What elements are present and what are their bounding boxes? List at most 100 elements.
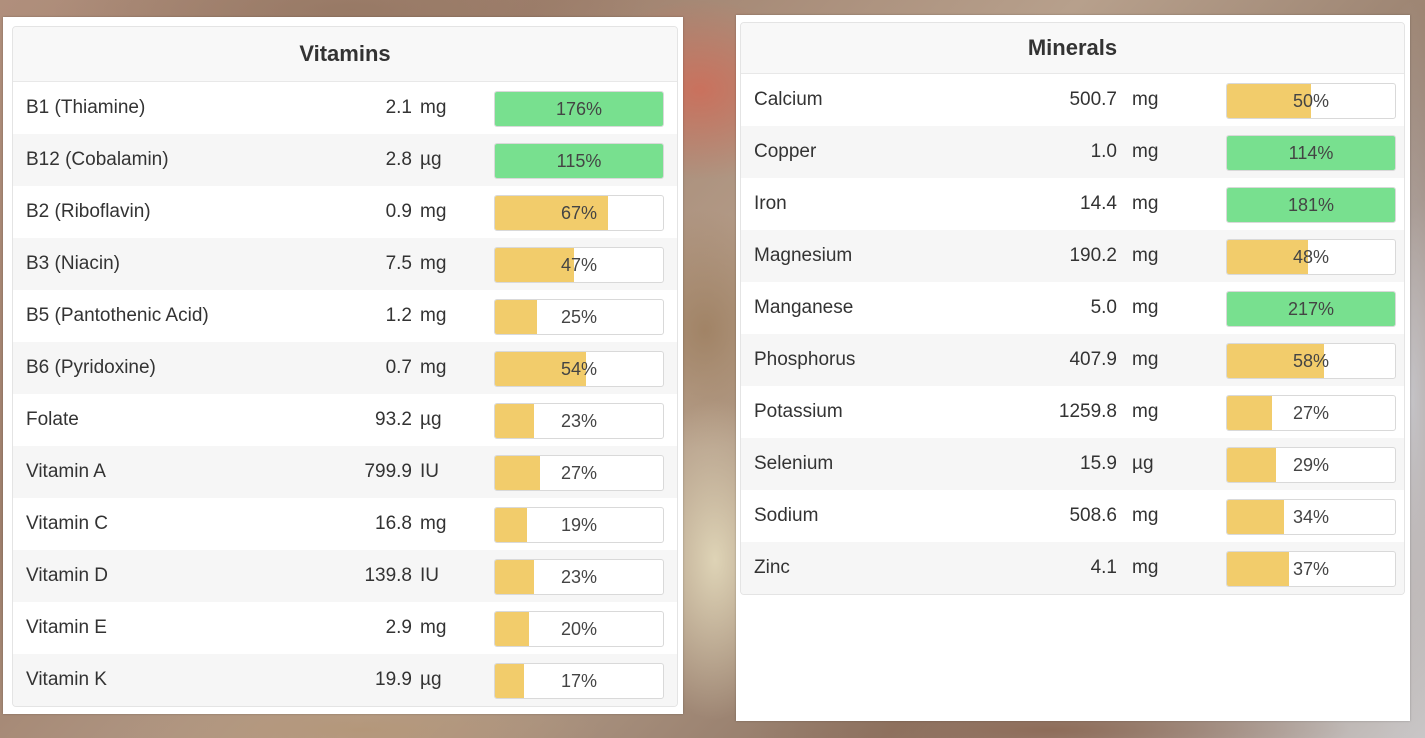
nutrient-name: Selenium — [754, 453, 834, 474]
percent-label: 58% — [1292, 351, 1330, 371]
vitamins-title: Vitamins — [13, 27, 677, 82]
nutrient-amount: 500.7 — [1069, 89, 1117, 110]
percent-bar: 50% — [1226, 83, 1396, 119]
nutrient-row: Vitamin K 19.9 µg 17% — [13, 654, 677, 706]
nutrient-unit: mg — [1132, 349, 1159, 370]
nutrient-row: Copper 1.0 mg 114% — [741, 126, 1404, 178]
nutrient-unit: mg — [1132, 401, 1159, 422]
nutrient-name: Iron — [754, 193, 787, 214]
percent-label: 19% — [560, 515, 598, 535]
nutrient-amount: 0.7 — [385, 357, 412, 378]
nutrient-amount: 2.1 — [385, 97, 412, 118]
nutrient-row: Iron 14.4 mg 181% — [741, 178, 1404, 230]
nutrient-row: Calcium 500.7 mg 50% — [741, 74, 1404, 126]
nutrient-row: Manganese 5.0 mg 217% — [741, 282, 1404, 334]
vitamins-panel: Vitamins B1 (Thiamine) 2.1 mg 176% B12 (Coba… — [3, 17, 683, 714]
percent-bar-fill — [495, 92, 663, 126]
nutrient-row: Vitamin C 16.8 mg 19% — [13, 498, 677, 550]
percent-bar-fill — [1227, 188, 1395, 222]
nutrient-row: B3 (Niacin) 7.5 mg 47% — [13, 238, 677, 290]
percent-bar-fill — [495, 300, 537, 334]
percent-label: 47% — [560, 255, 598, 275]
nutrient-unit: µg — [420, 149, 442, 170]
percent-bar-fill — [1227, 240, 1308, 274]
nutrient-unit: mg — [420, 357, 447, 378]
nutrient-name: B2 (Riboflavin) — [26, 201, 151, 222]
nutrient-row: Magnesium 190.2 mg 48% — [741, 230, 1404, 282]
percent-label: 217% — [1287, 299, 1335, 319]
percent-bar: 27% — [494, 455, 664, 491]
nutrient-amount: 799.9 — [364, 461, 412, 482]
nutrient-unit: mg — [420, 513, 447, 534]
percent-bar: 20% — [494, 611, 664, 647]
nutrient-unit: mg — [420, 305, 447, 326]
nutrient-amount: 14.4 — [1080, 193, 1117, 214]
percent-bar-fill — [495, 144, 663, 178]
percent-bar-fill — [1227, 448, 1276, 482]
percent-bar-fill — [495, 560, 534, 594]
nutrient-row: B2 (Riboflavin) 0.9 mg 67% — [13, 186, 677, 238]
nutrient-amount: 407.9 — [1069, 349, 1117, 370]
percent-label: 20% — [560, 619, 598, 639]
percent-bar: 176% — [494, 91, 664, 127]
percent-bar: 47% — [494, 247, 664, 283]
percent-bar: 19% — [494, 507, 664, 543]
nutrient-amount: 15.9 — [1080, 453, 1117, 474]
nutrient-name: Phosphorus — [754, 349, 856, 370]
nutrient-amount: 0.9 — [385, 201, 412, 222]
percent-label: 25% — [560, 307, 598, 327]
percent-bar-fill — [495, 196, 608, 230]
percent-label: 17% — [560, 671, 598, 691]
nutrient-unit: IU — [420, 461, 439, 482]
percent-bar: 58% — [1226, 343, 1396, 379]
nutrient-amount: 1.0 — [1090, 141, 1117, 162]
percent-bar: 23% — [494, 559, 664, 595]
percent-bar: 17% — [494, 663, 664, 699]
nutrient-row: Sodium 508.6 mg 34% — [741, 490, 1404, 542]
nutrient-unit: mg — [1132, 245, 1159, 266]
nutrient-amount: 16.8 — [375, 513, 412, 534]
nutrient-unit: mg — [1132, 141, 1159, 162]
nutrient-unit: mg — [420, 201, 447, 222]
nutrient-row: Vitamin E 2.9 mg 20% — [13, 602, 677, 654]
nutrient-amount: 5.0 — [1090, 297, 1117, 318]
percent-label: 115% — [556, 151, 602, 171]
nutrient-amount: 93.2 — [375, 409, 412, 430]
minerals-title: Minerals — [741, 23, 1404, 74]
percent-label: 50% — [1292, 91, 1330, 111]
nutrient-name: Vitamin E — [26, 617, 107, 638]
percent-bar-fill — [1227, 500, 1285, 534]
percent-bar-fill — [495, 612, 529, 646]
nutrient-row: Folate 93.2 µg 23% — [13, 394, 677, 446]
nutrient-name: Magnesium — [754, 245, 853, 266]
nutrient-amount: 4.1 — [1090, 557, 1117, 578]
nutrient-unit: mg — [1132, 193, 1159, 214]
minerals-rows: Calcium 500.7 mg 50% Copper 1.0 mg 114% Iron 14.4… — [741, 74, 1404, 594]
percent-bar: 25% — [494, 299, 664, 335]
percent-bar-fill — [495, 404, 534, 438]
percent-bar-fill — [1227, 84, 1311, 118]
nutrient-row: B5 (Pantothenic Acid) 1.2 mg 25% — [13, 290, 677, 342]
nutrient-name: B5 (Pantothenic Acid) — [26, 305, 209, 326]
percent-label: 48% — [1292, 247, 1330, 267]
percent-label: 181% — [1287, 195, 1335, 215]
percent-bar-fill — [495, 352, 586, 386]
nutrient-unit: µg — [420, 409, 442, 430]
nutrient-name: Vitamin A — [26, 461, 106, 482]
percent-label: 29% — [1292, 455, 1330, 475]
percent-bar: 54% — [494, 351, 664, 387]
percent-bar-fill — [495, 508, 527, 542]
percent-label: 114% — [1288, 143, 1334, 163]
nutrient-unit: mg — [1132, 297, 1159, 318]
nutrient-name: Vitamin C — [26, 513, 109, 534]
nutrient-name: Potassium — [754, 401, 843, 422]
nutrient-name: Manganese — [754, 297, 854, 318]
percent-label: 27% — [1292, 403, 1330, 423]
percent-bar: 217% — [1226, 291, 1396, 327]
nutrient-name: Copper — [754, 141, 817, 162]
nutrient-amount: 1.2 — [385, 305, 412, 326]
nutrient-unit: mg — [420, 253, 447, 274]
nutrient-row: B6 (Pyridoxine) 0.7 mg 54% — [13, 342, 677, 394]
nutrient-name: Calcium — [754, 89, 823, 110]
nutrient-row: Phosphorus 407.9 mg 58% — [741, 334, 1404, 386]
